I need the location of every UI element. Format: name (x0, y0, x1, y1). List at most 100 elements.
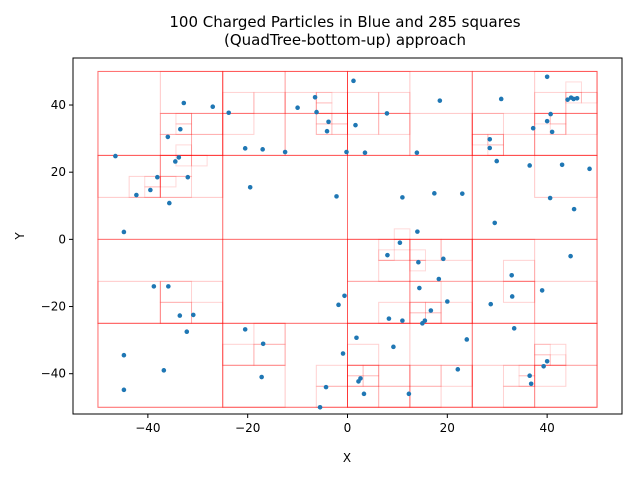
particle-point (547, 195, 553, 201)
quadtree-square-l2 (159, 154, 224, 198)
quadtree-square-l4 (331, 112, 349, 125)
particle-point (528, 381, 534, 387)
particle-point (314, 109, 319, 115)
particle-point (415, 229, 420, 234)
quadtree-square-l2 (347, 70, 411, 114)
quadtree-square-l2 (534, 364, 598, 408)
particle-point (344, 149, 349, 155)
quadtree-square-l3 (409, 301, 442, 324)
quadtree-square-l2 (534, 322, 598, 366)
quadtree-square-l4 (518, 364, 536, 377)
x-tick-label: −40 (135, 421, 160, 435)
x-axis-label: X (343, 451, 351, 465)
particle-point (445, 299, 450, 304)
quadtree-square-l3 (159, 154, 193, 177)
particle-point (487, 136, 493, 142)
quadtree-square-l2 (222, 322, 286, 366)
particle-point (336, 302, 341, 308)
particle-point (386, 316, 392, 321)
quadtree-square-l1 (97, 322, 224, 408)
quadtree-square-l2 (347, 280, 411, 324)
particle-point (358, 376, 363, 381)
quadtree-square-l4 (565, 91, 582, 104)
quadtree-squares (97, 70, 598, 408)
quadtree-square-l3 (534, 343, 567, 366)
quadtree-square-l2 (97, 280, 161, 324)
quadtree-square-l4 (331, 123, 349, 135)
particle-point (167, 200, 172, 206)
particle-point (155, 174, 160, 180)
quadtree-square-l3 (159, 133, 193, 156)
particle-point (385, 252, 390, 258)
quadtree-square-l1 (222, 70, 349, 156)
y-tick-label: −20 (41, 300, 66, 314)
y-axis-ticks: −40 −20 0 20 40 (41, 98, 73, 381)
quadtree-square-l2 (471, 280, 536, 324)
particle-point (312, 94, 318, 100)
quadtree-square-l3 (315, 364, 349, 387)
quadtree-square-l3 (315, 385, 349, 408)
particle-point (400, 318, 405, 323)
quadtree-square-l3 (159, 301, 193, 324)
quadtree-square-l4 (378, 249, 395, 261)
particle-point (226, 110, 232, 116)
particle-point (295, 105, 300, 111)
quadtree-square-l3 (347, 385, 380, 408)
quadtree-square-l3 (159, 280, 193, 303)
quadtree-square-l2 (409, 280, 473, 324)
quadtree-square-l1 (347, 70, 473, 156)
chart-title-line-2: (QuadTree-bottom-up) approach (224, 31, 466, 49)
quadtree-square-l3 (191, 133, 224, 156)
particle-point (544, 358, 550, 364)
quadtree-square-l2 (347, 112, 411, 156)
particle-point (436, 276, 442, 282)
y-tick-label: −40 (41, 367, 66, 381)
particle-point (177, 313, 183, 318)
quadtree-square-l4 (409, 312, 426, 324)
quadtree-square-l4 (409, 249, 426, 261)
x-tick-label: 20 (440, 421, 455, 435)
particle-point (391, 344, 396, 350)
particle-point (190, 312, 196, 318)
particle-point (548, 111, 553, 117)
particle-point (397, 240, 403, 246)
quadtree-square-l3 (159, 175, 193, 198)
particle-point (464, 337, 470, 342)
quadtree-square-l3 (409, 280, 442, 303)
quadtree-square-l2 (159, 112, 224, 156)
quadtree-square-l3 (378, 259, 411, 282)
particle-point (568, 253, 573, 259)
quadtree-square-l1 (222, 238, 349, 324)
quadtree-square-l2 (347, 364, 411, 408)
x-tick-label: −20 (235, 421, 260, 435)
particle-point (416, 259, 421, 265)
quadtree-square-l3 (502, 259, 536, 282)
quadtree-square-l1 (97, 70, 224, 156)
quadtree-square-l1 (471, 322, 598, 408)
quadtree-square-l4 (549, 123, 567, 135)
particle-point (530, 125, 536, 131)
quadtree-square-l2 (534, 112, 598, 156)
particle-point (165, 134, 171, 140)
x-axis-ticks: −40 −20 0 20 40 (135, 414, 555, 435)
particle-point (113, 153, 118, 159)
particle-point (488, 301, 494, 307)
quadtree-square-l2 (534, 154, 598, 198)
particle-point (571, 96, 576, 102)
particle-point (317, 404, 323, 410)
particle-point (441, 256, 446, 262)
particle-point (422, 318, 428, 323)
particle-point (178, 126, 183, 132)
particle-point (176, 155, 182, 160)
particle-point (282, 149, 288, 155)
quadtree-square-l2 (409, 238, 473, 282)
quadtree-square-l2 (534, 280, 598, 324)
quadtree-square-l3 (440, 238, 473, 261)
quadtree-square-l4 (487, 144, 504, 156)
quadtree-square-l4 (565, 81, 582, 93)
particle-point (351, 78, 356, 84)
quadtree-square-l3 (471, 112, 504, 135)
particle-point (242, 327, 248, 332)
particle-point (259, 374, 264, 380)
